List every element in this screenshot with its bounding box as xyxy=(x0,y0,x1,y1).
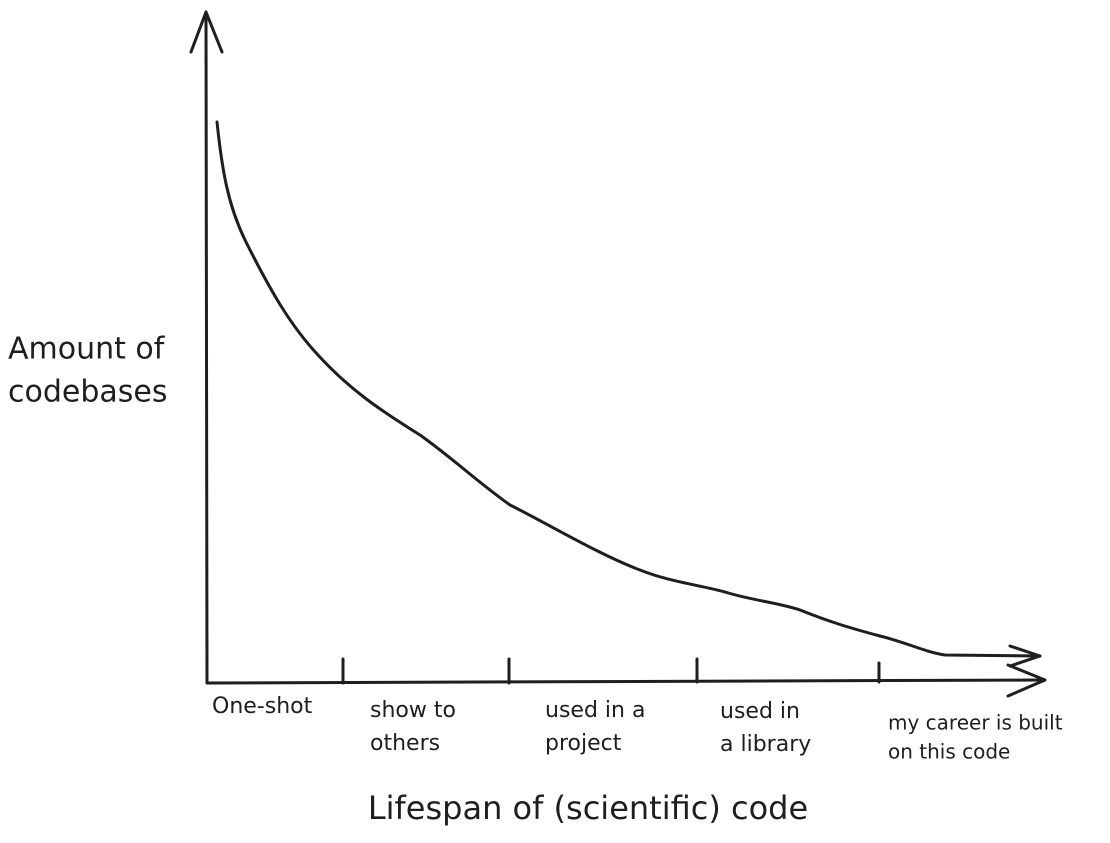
stage-label: a library xyxy=(720,732,811,757)
stage-label: used in a xyxy=(545,698,645,723)
labels: Amount of codebases Lifespan of (scientifi… xyxy=(8,332,1063,828)
y-axis xyxy=(204,10,209,685)
x-axis xyxy=(205,678,1047,685)
x-axis-label: Lifespan of (scientific) code xyxy=(368,789,808,827)
stage-label: others xyxy=(370,731,440,756)
y-axis-label: Amount of xyxy=(8,332,166,367)
y-axis-arrowhead xyxy=(189,10,224,54)
decay-curve-arrowhead xyxy=(1008,644,1042,668)
stage-label: on this code xyxy=(888,740,1010,764)
stage-label: One-shot xyxy=(212,694,313,719)
stage-label: used in xyxy=(720,699,800,724)
decay-curve xyxy=(215,120,1042,658)
stage-label: project xyxy=(545,731,622,756)
x-axis-arrowhead xyxy=(1006,663,1047,698)
stage-label: show to xyxy=(370,698,456,723)
y-axis-label: codebases xyxy=(8,375,168,410)
stage-label: my career is built xyxy=(888,711,1063,735)
